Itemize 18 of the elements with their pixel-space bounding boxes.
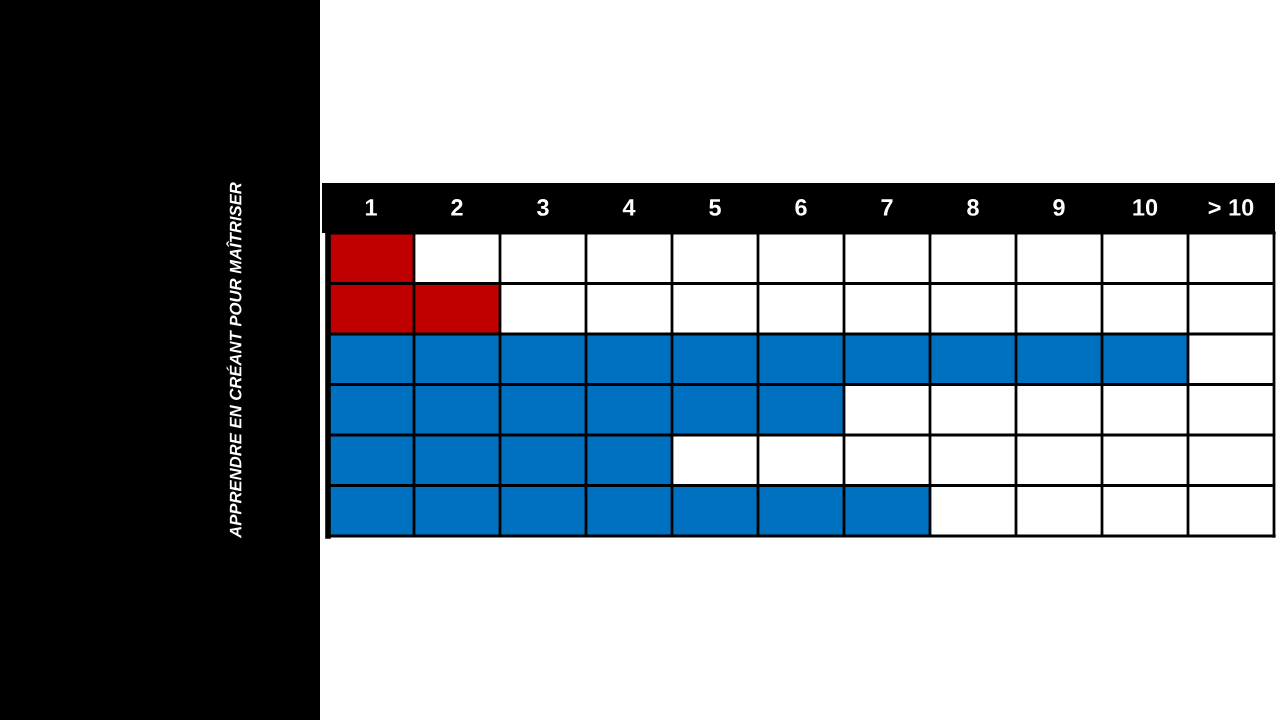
x-tick-label: > 10 [1208,199,1254,216]
bar [328,233,414,284]
x-tick-label: 3 [536,199,549,216]
x-tick-label: 9 [1053,199,1065,216]
bar [328,334,1188,385]
bar [328,485,930,536]
x-tick-label: 5 [709,199,721,216]
x-tick-label: 6 [795,199,807,216]
x-tick-label: 7 [881,199,893,216]
x-tick-label: 4 [622,199,636,216]
x-tick-label: 8 [967,199,979,216]
bar [328,384,844,435]
bar [328,283,500,334]
x-tick-label: 1 [365,199,377,216]
text: APPRENDRE EN CRÉANT POUR MAÎTRISER [226,182,242,539]
x-tick-label: 2 [451,199,463,216]
bar [328,435,672,486]
x-tick-label: 10 [1133,199,1158,216]
